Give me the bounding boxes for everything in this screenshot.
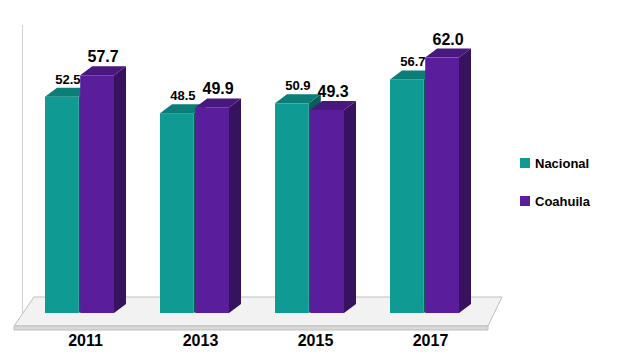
bar [80,75,114,313]
data-label: 49.3 [318,83,349,100]
y-axis [22,25,23,313]
bar [310,110,344,313]
data-label: 48.5 [170,88,195,103]
bar [275,103,309,313]
legend-swatch [520,196,530,206]
x-tick: 2017 [413,332,449,349]
legend-label: Nacional [535,156,589,171]
bar-top [425,49,471,58]
data-label: 49.9 [203,80,234,97]
bar [425,58,459,313]
y-axis-line [22,25,23,313]
x-tick-label: 2015 [298,332,334,349]
data-label: 52.5 [55,72,80,87]
x-tick-label: 2017 [413,332,449,349]
data-label: 56.7 [400,54,425,69]
bar-top [275,94,321,103]
data-label: 62.0 [433,31,464,48]
bar-top [195,98,241,107]
data-label: 57.7 [88,48,119,65]
bar-side [344,101,356,313]
bar [160,113,194,313]
bar-top [80,66,126,75]
bar-side [459,49,471,313]
data-label: 50.9 [285,78,310,93]
x-tick: 2011 [68,332,103,349]
bar-top [310,101,356,110]
bar [390,79,424,313]
x-tick-label: 2011 [68,332,103,349]
bar-side [114,66,126,313]
legend-label: Coahuila [535,194,591,209]
x-tick: 2013 [183,332,219,349]
bar [195,107,229,313]
data-labels: 52.5 48.5 50.9 56.7 57.7 49.9 49.3 62.0 [55,31,464,104]
x-axis: 2011 2013 2015 2017 [68,332,448,349]
legend-item: Nacional [520,156,589,171]
legend-swatch [520,158,530,168]
bar-side [229,98,241,313]
bars [45,49,471,313]
bar [45,97,79,313]
x-tick: 2015 [298,332,334,349]
legend-item: Coahuila [520,194,591,209]
legend: Nacional Coahuila [520,156,591,209]
x-tick-label: 2013 [183,332,219,349]
floor-edge [14,326,488,330]
chart: 52.5 48.5 50.9 56.7 57.7 49.9 49.3 62.0 2011 2013… [0,0,623,361]
